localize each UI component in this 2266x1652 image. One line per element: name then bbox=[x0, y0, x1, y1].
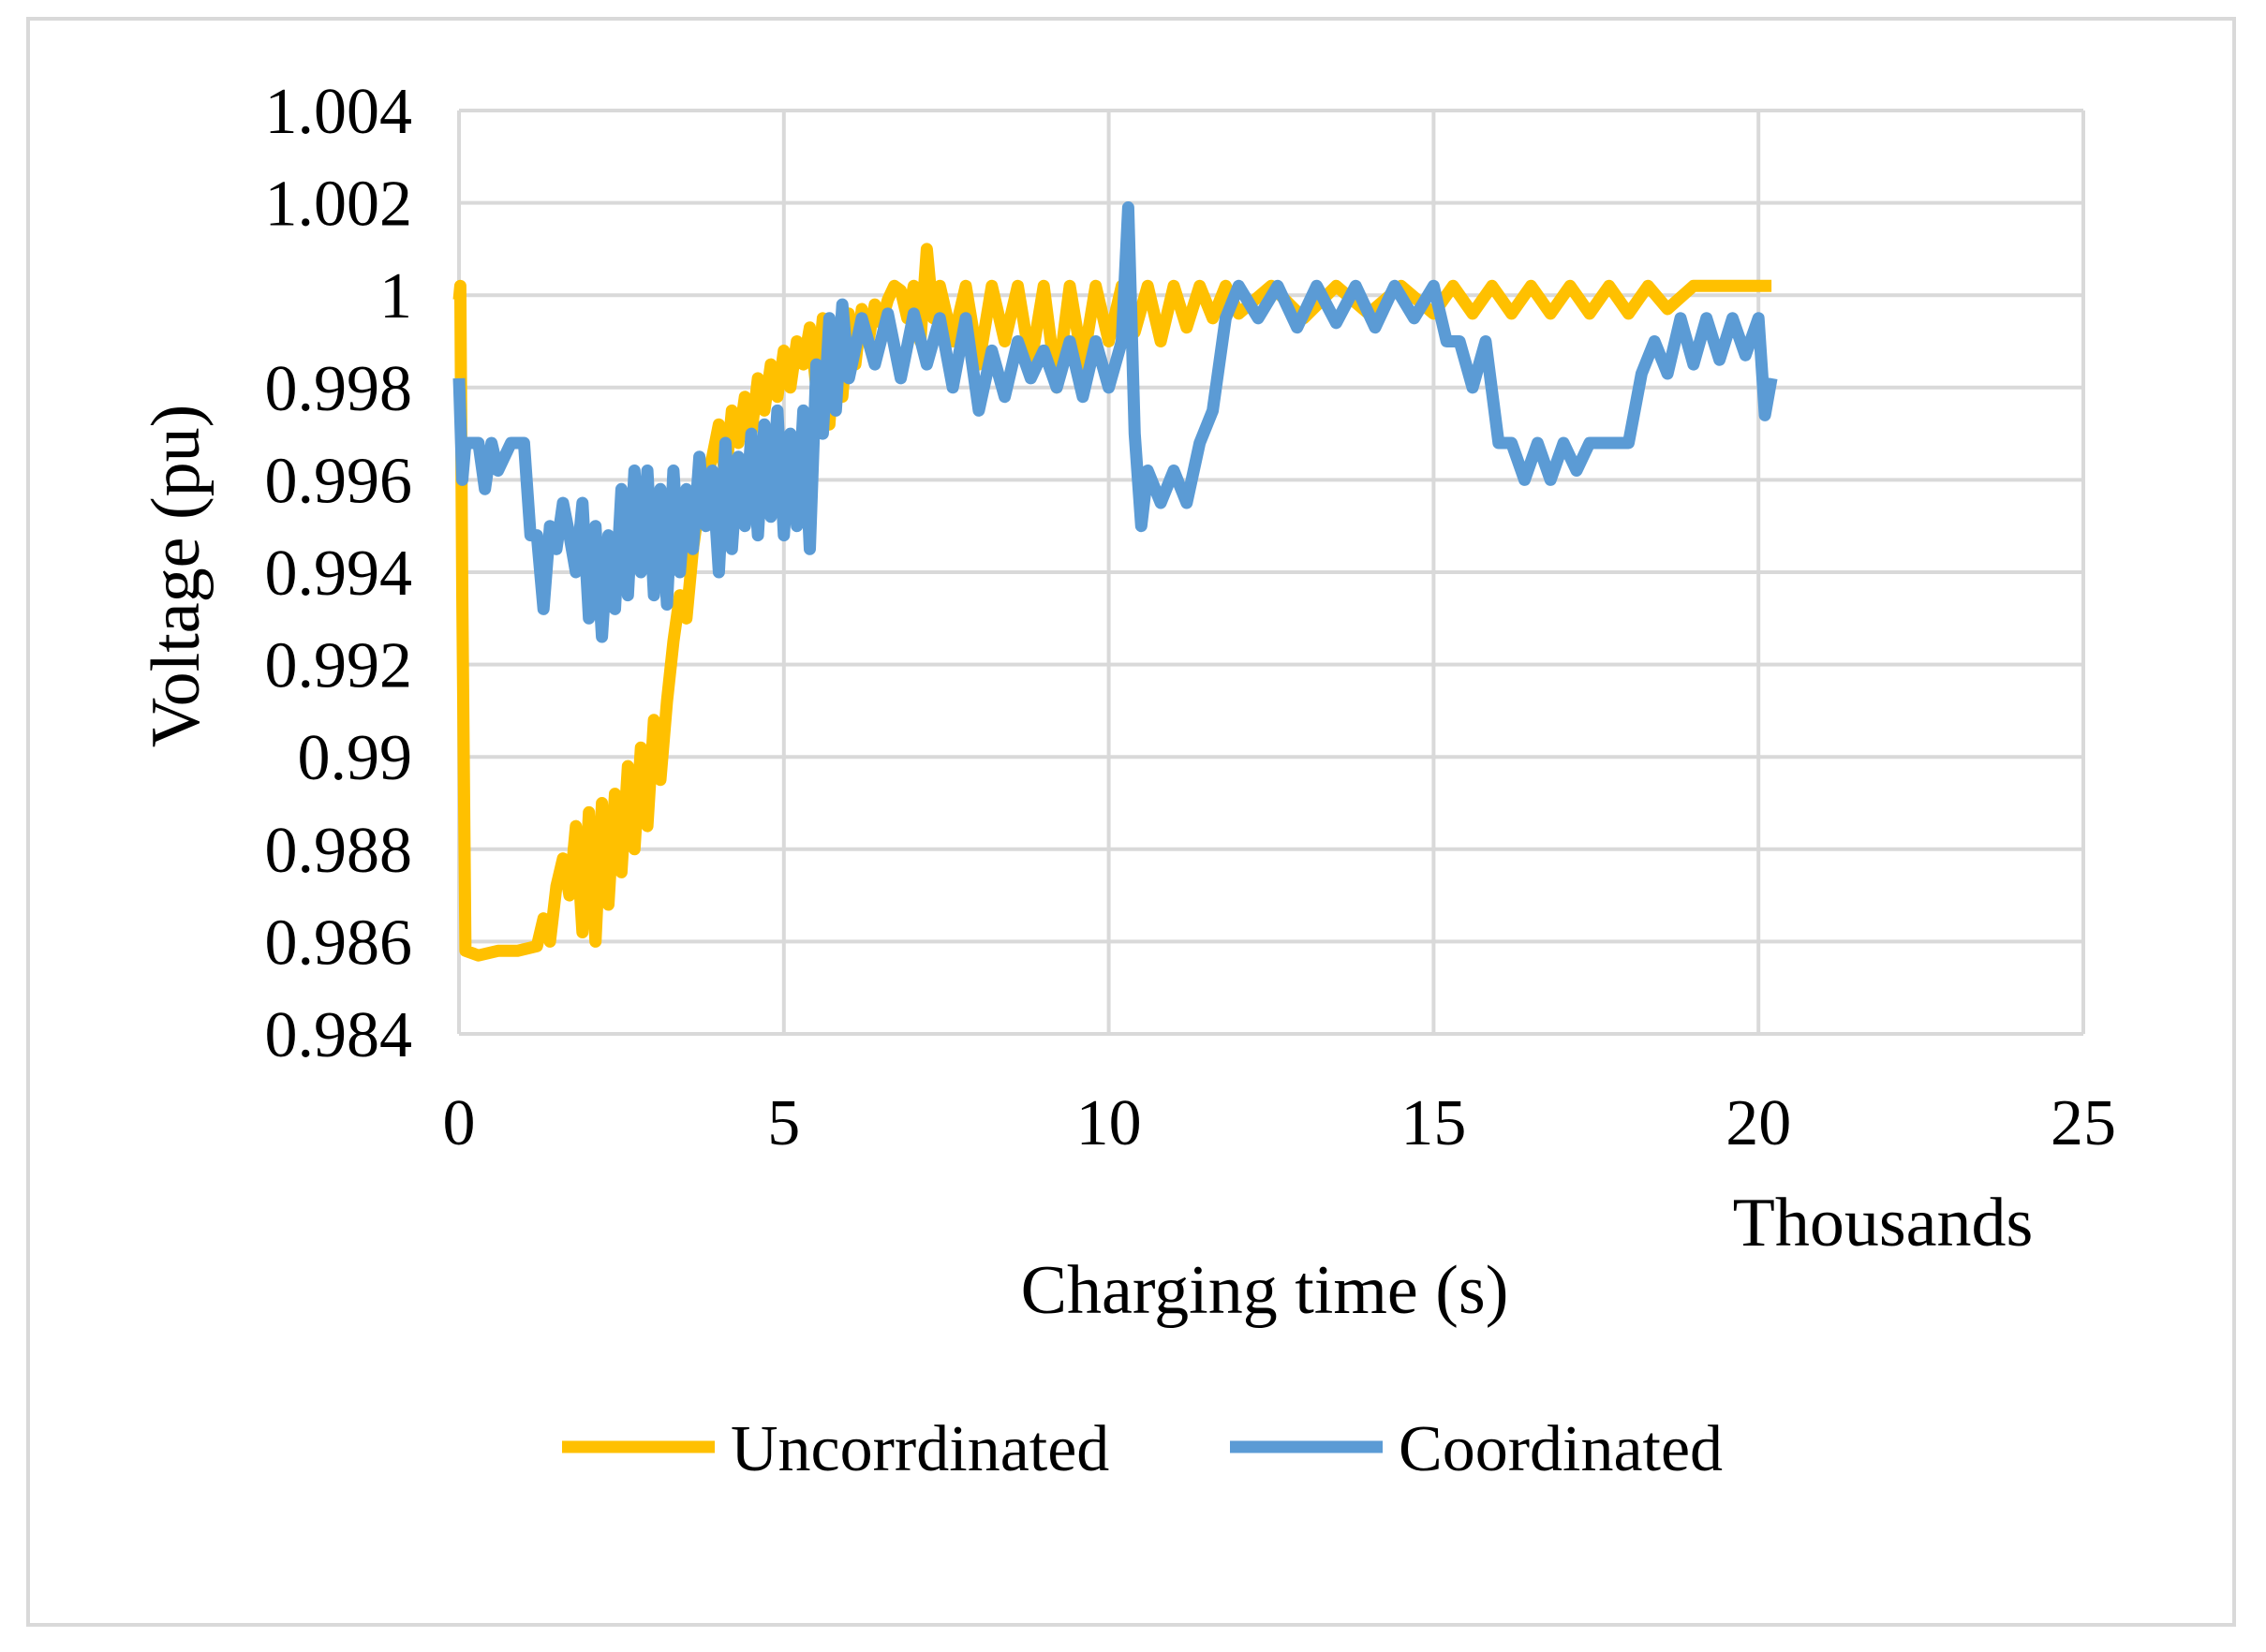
legend: Uncorrdinated Coordinated bbox=[562, 1413, 1723, 1485]
y-tick-label: 0.984 bbox=[265, 999, 413, 1071]
series-line-coordinated bbox=[452, 201, 1778, 643]
y-tick-label: 0.986 bbox=[265, 907, 413, 979]
y-tick-label: 0.994 bbox=[265, 538, 413, 610]
x-tick-label: 0 bbox=[443, 1087, 476, 1159]
y-tick-label: 0.99 bbox=[298, 722, 413, 794]
y-tick-label: 0.996 bbox=[265, 445, 413, 517]
x-tick-label: 10 bbox=[1076, 1087, 1142, 1159]
x-tick-label: 5 bbox=[767, 1087, 800, 1159]
x-axis-ticks: 0 5 10 15 20 25 bbox=[443, 1087, 2117, 1159]
series-line-uncorrdinated bbox=[452, 243, 1772, 962]
y-axis-ticks: 1.004 1.002 1 0.998 0.996 0.994 0.992 0.99 0.988… bbox=[265, 76, 413, 1071]
x-tick-label: 25 bbox=[2051, 1087, 2116, 1159]
y-tick-label: 1.004 bbox=[265, 76, 413, 148]
y-axis-title: Voltage (pu) bbox=[138, 405, 215, 748]
legend-label-coordinated: Coordinated bbox=[1399, 1413, 1723, 1485]
y-tick-label: 0.992 bbox=[265, 630, 413, 702]
x-tick-label: 20 bbox=[1725, 1087, 1791, 1159]
y-tick-label: 1 bbox=[379, 260, 412, 332]
x-units-label: Thousands bbox=[1733, 1185, 2034, 1261]
y-tick-label: 0.988 bbox=[265, 815, 413, 887]
grid bbox=[457, 109, 2085, 1036]
series-lines bbox=[452, 201, 1778, 962]
legend-label-uncoordinated: Uncorrdinated bbox=[731, 1413, 1109, 1485]
x-axis-title: Charging time (s) bbox=[1021, 1252, 1509, 1329]
y-tick-label: 1.002 bbox=[265, 169, 413, 241]
x-tick-label: 15 bbox=[1400, 1087, 1466, 1159]
y-tick-label: 0.998 bbox=[265, 353, 413, 425]
